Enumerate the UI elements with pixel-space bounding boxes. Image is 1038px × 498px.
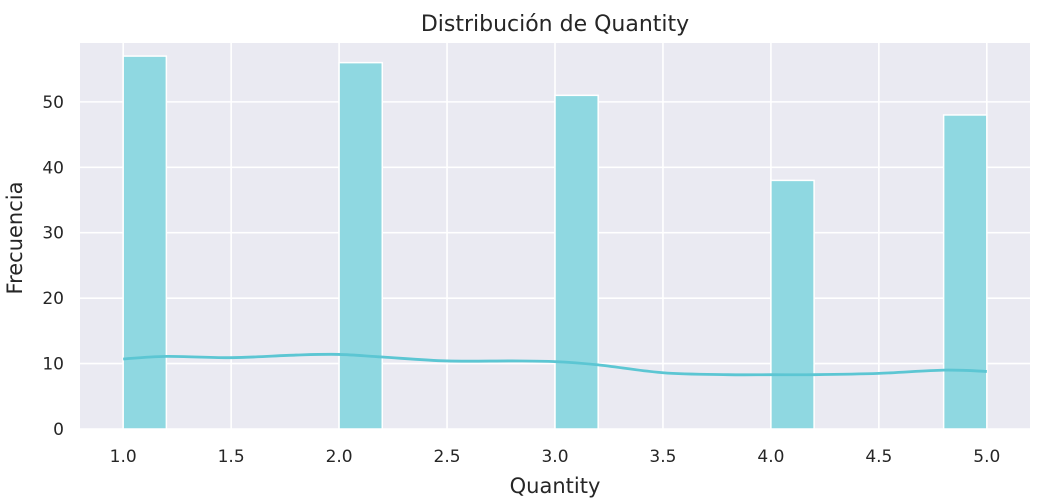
y-tick-label: 10 [42,355,64,375]
y-tick-label: 0 [53,420,64,440]
y-tick-label: 50 [42,93,64,113]
x-axis-ticks: 1.0 1.5 2.0 2.5 3.0 3.5 4.0 4.5 5.0 [110,447,1001,467]
histogram-bar [942,114,988,430]
x-tick-label: 1.5 [218,447,245,467]
x-tick-label: 1.0 [110,447,137,467]
x-tick-label: 4.0 [757,447,784,467]
x-tick-label: 4.5 [865,447,892,467]
histogram-bars [122,55,988,430]
histogram-bar [554,94,599,430]
x-tick-label: 3.5 [649,447,676,467]
x-tick-label: 3.0 [541,447,568,467]
x-tick-label: 5.0 [973,447,1000,467]
kde-curve [123,352,987,377]
y-axis-label: Frecuencia [3,182,27,295]
histogram-bar [122,55,168,430]
y-tick-label: 30 [42,224,64,244]
x-tick-label: 2.0 [326,447,353,467]
y-tick-label: 20 [42,289,64,309]
x-tick-label: 2.5 [434,447,461,467]
x-axis-label: Quantity [510,474,601,498]
y-axis-ticks: 0 10 20 30 40 50 [42,93,64,440]
y-tick-label: 40 [42,158,64,178]
histogram-bar [338,61,384,430]
chart-title: Distribución de Quantity [421,12,689,37]
histogram-bar [770,179,815,430]
